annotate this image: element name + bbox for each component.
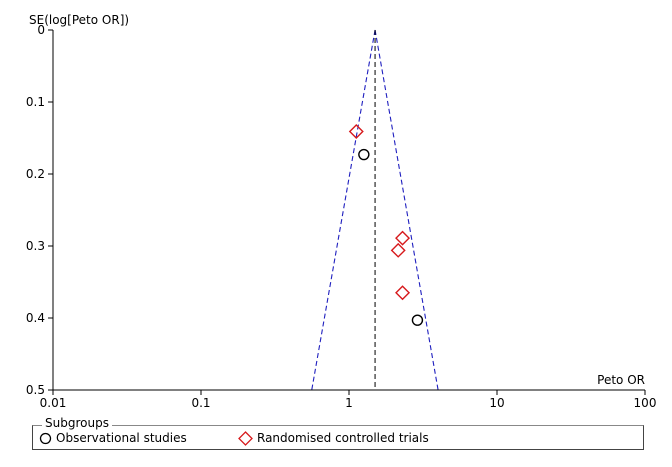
x-tick-label: 10 — [489, 396, 504, 410]
observational-study-point — [411, 314, 424, 326]
legend-title: Subgroups — [42, 416, 112, 430]
diamond-legend-icon — [238, 431, 253, 446]
rct-point — [395, 230, 411, 246]
legend-item-observational: Observational studies — [39, 430, 187, 446]
legend-box — [32, 425, 644, 450]
observational-study-point — [358, 148, 370, 161]
legend-label-observational: Observational studies — [56, 431, 187, 445]
axes-layer: 0 0.1 0.2 0.3 0.4 0.50.01 0.1 1 10 100 — [26, 23, 657, 410]
y-tick-label: 0.2 — [26, 167, 45, 181]
y-tick-label: 0 — [37, 23, 45, 37]
x-tick-label: 1 — [345, 396, 353, 410]
rct-point — [395, 285, 411, 301]
funnel-right-line — [374, 29, 439, 391]
x-axis-title: Peto OR — [597, 373, 645, 387]
x-tick-label: 0.1 — [191, 396, 210, 410]
funnel-layer — [311, 29, 439, 391]
x-tick-label: 100 — [634, 396, 657, 410]
points-layer — [348, 124, 424, 326]
x-tick-label: 0.01 — [40, 396, 67, 410]
y-tick-label: 0.1 — [26, 95, 45, 109]
circle-legend-icon — [39, 432, 52, 445]
y-axis-title: SE(log[Peto OR]) — [29, 13, 129, 27]
legend-label-rct: Randomised controlled trials — [257, 431, 429, 445]
legend-item-rct: Randomised controlled trials — [238, 430, 429, 446]
funnel-left-line — [311, 29, 376, 391]
rct-point — [390, 242, 406, 258]
y-tick-label: 0.4 — [26, 311, 45, 325]
y-tick-label: 0.3 — [26, 239, 45, 253]
rct-point — [348, 124, 364, 140]
y-tick-label: 0.5 — [26, 383, 45, 397]
